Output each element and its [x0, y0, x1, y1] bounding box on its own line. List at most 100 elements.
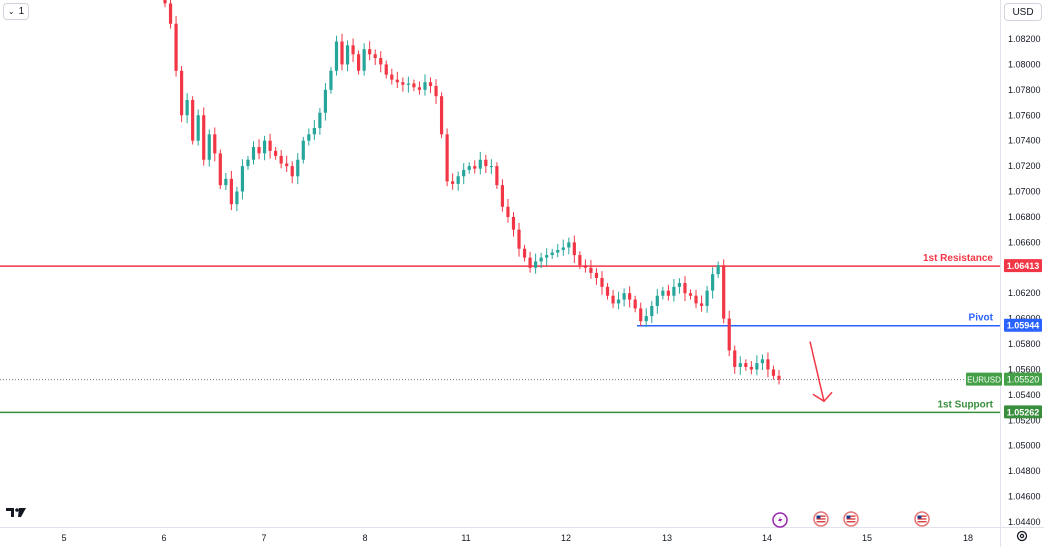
candle — [672, 278, 676, 302]
candle-body — [451, 181, 455, 184]
price-tick-label: 1.08200 — [1008, 34, 1041, 44]
candle-body — [379, 58, 383, 65]
candle-body — [467, 166, 471, 170]
currency-label: USD — [1012, 6, 1034, 18]
candle — [196, 109, 200, 146]
candle — [694, 289, 698, 309]
candle-body — [694, 295, 698, 304]
candle-body — [722, 265, 726, 319]
price-tick-label: 1.05400 — [1008, 390, 1041, 400]
candle-body — [312, 127, 316, 135]
candle — [462, 163, 466, 185]
lightning-icon[interactable] — [772, 512, 788, 528]
candle — [301, 136, 305, 164]
candle — [279, 150, 283, 169]
candle — [268, 133, 272, 159]
candle-body — [572, 242, 576, 256]
currency-selector[interactable]: USD — [1004, 3, 1042, 21]
time-tick-label: 13 — [662, 533, 672, 543]
candle-body — [185, 100, 189, 116]
candle — [318, 107, 322, 135]
arrow-head — [812, 391, 833, 403]
us-flag-icon[interactable] — [914, 511, 930, 527]
candle-body — [727, 318, 731, 351]
last-price-tag-text: 1.05520 — [1007, 375, 1040, 385]
candle — [650, 301, 654, 323]
candle-body — [224, 178, 228, 186]
candle — [423, 74, 427, 96]
candle-body — [766, 359, 770, 370]
tradingview-logo-icon[interactable] — [6, 508, 26, 517]
candle — [605, 283, 610, 300]
candle-body — [207, 134, 211, 160]
candle-body — [650, 305, 654, 317]
candle-body — [711, 274, 715, 291]
gear-icon[interactable] — [1016, 530, 1028, 542]
candle-body — [329, 70, 333, 90]
interval-selector[interactable]: ⌄ 1 — [3, 3, 29, 20]
candle-body — [334, 41, 339, 71]
price-tick-label: 1.08000 — [1008, 59, 1041, 69]
candle-body — [583, 265, 587, 268]
candle-body — [401, 82, 405, 85]
candle-body — [528, 257, 532, 268]
candle-body — [522, 248, 527, 258]
candle-body — [445, 134, 449, 182]
level-price-tag — [1004, 318, 1042, 332]
candle — [489, 159, 493, 174]
candle-body — [351, 45, 355, 55]
candle — [727, 310, 731, 357]
candle — [379, 51, 383, 73]
candle — [484, 154, 488, 173]
candle-body — [699, 303, 704, 306]
price-tick-label: 1.05200 — [1008, 415, 1041, 425]
price-tick-label: 1.06800 — [1008, 212, 1041, 222]
candle-body — [517, 229, 521, 249]
candle-body — [556, 249, 560, 253]
interval-label: 1 — [18, 6, 25, 17]
candle — [522, 244, 527, 262]
candle — [191, 96, 195, 145]
candle-body — [716, 265, 720, 275]
candle — [428, 77, 433, 93]
candle-body — [406, 83, 410, 85]
candle — [738, 356, 742, 375]
candle-body — [196, 115, 200, 141]
us-flag-icon[interactable] — [813, 511, 829, 527]
candle-body — [688, 293, 693, 296]
candle-body — [428, 82, 433, 87]
price-tick-label: 1.07200 — [1008, 161, 1041, 171]
price-tick-label: 1.04600 — [1008, 492, 1041, 502]
candle — [368, 41, 372, 61]
candle-body — [600, 277, 604, 287]
candle — [639, 302, 643, 327]
candle-body — [644, 316, 648, 322]
candle — [556, 244, 560, 258]
candlestick-series — [163, 0, 781, 385]
candle-body — [511, 216, 516, 230]
time-tick-label: 7 — [261, 533, 266, 543]
candle — [644, 308, 648, 328]
price-tick-label: 1.07600 — [1008, 110, 1041, 120]
candle — [589, 259, 593, 279]
candle — [213, 127, 217, 162]
candle — [185, 93, 189, 124]
candle — [262, 135, 267, 161]
candle — [666, 284, 670, 301]
candle — [412, 79, 416, 92]
candle-body — [462, 169, 466, 177]
price-tick-label: 1.05600 — [1008, 364, 1041, 374]
candle — [351, 38, 355, 63]
candle-body — [771, 369, 776, 376]
candle-body — [279, 155, 283, 164]
candle — [744, 359, 748, 371]
time-tick-label: 12 — [561, 533, 571, 543]
candle-body — [677, 283, 682, 287]
candle-body — [251, 147, 256, 160]
us-flag-icon[interactable] — [843, 511, 859, 527]
candle — [628, 286, 632, 308]
candle-body — [661, 290, 665, 296]
candle — [716, 261, 720, 278]
chevron-down-icon: ⌄ — [7, 7, 15, 16]
